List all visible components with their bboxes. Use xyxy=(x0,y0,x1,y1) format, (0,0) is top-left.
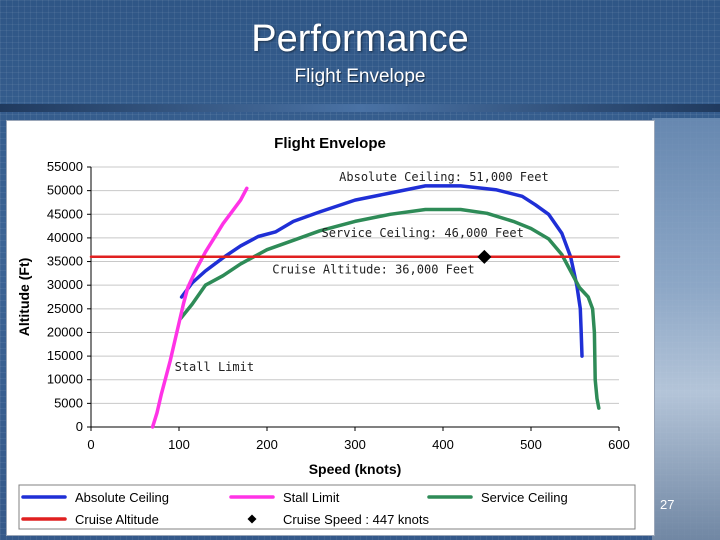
legend-box xyxy=(18,484,636,530)
y-tick-label: 45000 xyxy=(47,206,83,221)
slide-title: Performance xyxy=(251,18,469,60)
y-tick-label: 35000 xyxy=(47,254,83,269)
y-tick-label: 15000 xyxy=(47,348,83,363)
series-lines xyxy=(89,184,621,429)
chart-legend: Absolute Ceiling Stall Limit Service Ceili… xyxy=(21,490,568,527)
x-tick-label: 500 xyxy=(520,437,542,452)
chart-annotations: Absolute Ceiling: 51,000 Feet Service Cei… xyxy=(175,170,549,374)
absolute-ceiling-line xyxy=(179,184,584,358)
grid-lines xyxy=(91,166,619,404)
legend-label-stall-limit: Stall Limit xyxy=(283,490,340,505)
x-tick-label: 0 xyxy=(87,437,94,452)
y-tick-label: 5000 xyxy=(54,395,83,410)
legend-label-cruise-speed-447-knots: Cruise Speed : 447 knots xyxy=(283,512,429,527)
flight-envelope-chart: Flight Envelope 050001000015000200002500… xyxy=(16,135,636,530)
x-tick-label: 600 xyxy=(608,437,630,452)
y-axis-title: Altitude (Ft) xyxy=(16,258,32,337)
cruise-speed-marker xyxy=(477,249,492,264)
y-tick-label: 25000 xyxy=(47,301,83,316)
annotation-stall-limit: Stall Limit xyxy=(175,360,254,374)
x-tick-label: 300 xyxy=(344,437,366,452)
x-tick-label: 200 xyxy=(256,437,278,452)
y-tick-label: 50000 xyxy=(47,183,83,198)
chart-title: Flight Envelope xyxy=(274,135,386,152)
page-number: 27 xyxy=(660,497,675,512)
service-ceiling-line xyxy=(179,207,601,410)
annotation-cruise-altitude: Cruise Altitude: 36,000 Feet xyxy=(272,262,474,276)
y-tick-label: 0 xyxy=(76,419,83,434)
y-tick-label: 30000 xyxy=(47,277,83,292)
annotation-absolute-ceiling: Absolute Ceiling: 51,000 Feet xyxy=(339,170,549,184)
legend-swatch-cruise-speed xyxy=(247,514,257,524)
legend-label-absolute-ceiling: Absolute Ceiling xyxy=(75,490,169,505)
axis-ticks: 0500010000150002000025000300003500040000… xyxy=(47,159,630,452)
x-tick-label: 400 xyxy=(432,437,454,452)
y-tick-label: 40000 xyxy=(47,230,83,245)
y-tick-label: 10000 xyxy=(47,372,83,387)
y-tick-label: 55000 xyxy=(47,159,83,174)
annotation-service-ceiling: Service Ceiling: 46,000 Feet xyxy=(322,226,524,240)
legend-label-service-ceiling: Service Ceiling xyxy=(481,490,568,505)
y-tick-label: 20000 xyxy=(47,324,83,339)
chart-panel: Flight Envelope 0 5000 10000 15000 20000 2500… xyxy=(6,120,655,536)
title-divider xyxy=(0,104,720,112)
x-axis-title: Speed (knots) xyxy=(309,461,402,477)
background-aircraft-photo xyxy=(652,118,720,540)
stall-limit-line xyxy=(150,186,249,429)
slide-subtitle: Flight Envelope xyxy=(294,66,426,87)
x-tick-label: 100 xyxy=(168,437,190,452)
legend-label-cruise-altitude: Cruise Altitude xyxy=(75,512,159,527)
